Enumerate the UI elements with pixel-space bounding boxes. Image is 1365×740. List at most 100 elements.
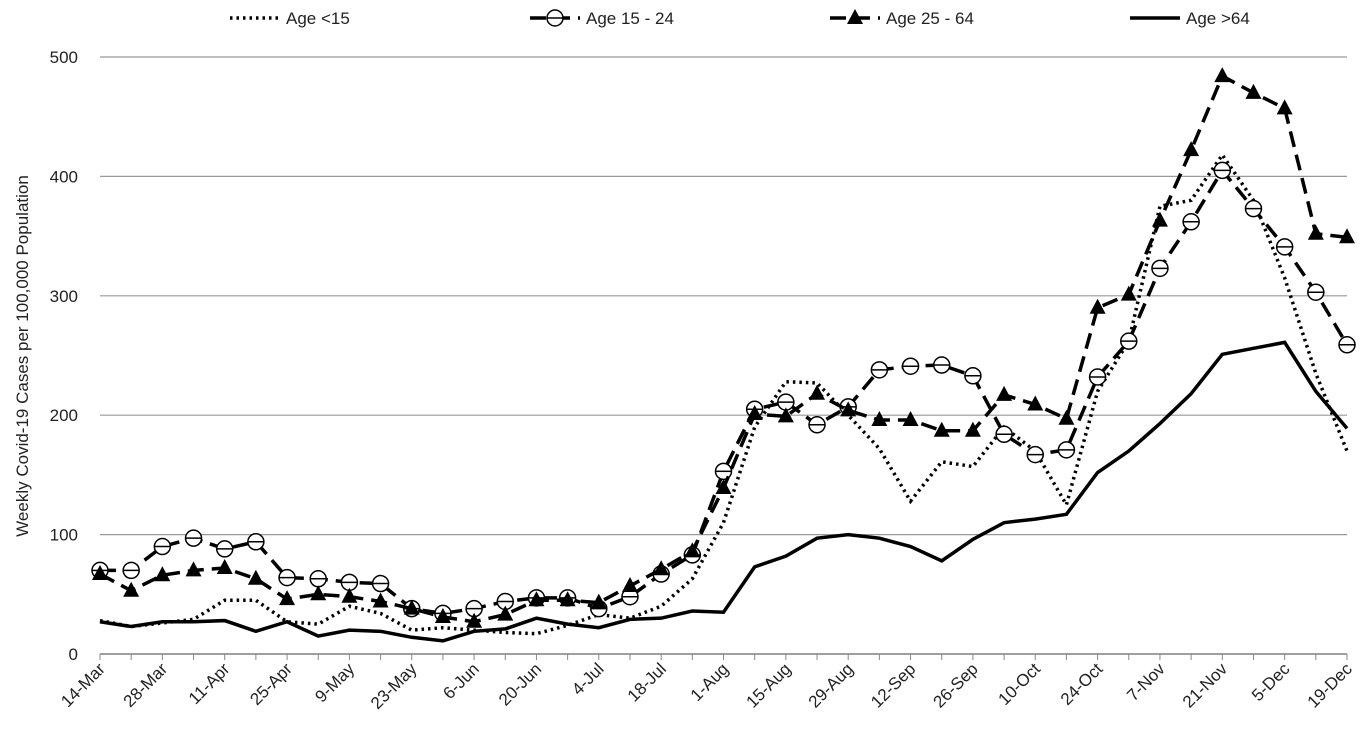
x-tick-label: 4-Jul — [568, 659, 607, 698]
data-point — [1120, 332, 1138, 350]
data-point — [92, 565, 108, 581]
data-point — [1183, 141, 1200, 157]
y-tick-label: 500 — [50, 48, 78, 67]
data-point — [870, 361, 889, 379]
data-point — [1338, 336, 1356, 354]
data-point — [154, 566, 171, 582]
data-point — [310, 585, 327, 601]
data-point — [1275, 238, 1294, 256]
x-tick-label: 29-Aug — [805, 659, 857, 711]
data-point — [1088, 368, 1107, 386]
data-point — [653, 560, 670, 576]
y-tick-label: 200 — [50, 406, 78, 425]
data-point — [559, 591, 576, 607]
data-point — [466, 612, 483, 628]
x-tick-label: 20-Jun — [495, 659, 545, 709]
data-point — [1058, 409, 1075, 425]
data-point — [777, 407, 794, 423]
data-point — [1339, 228, 1355, 244]
data-point — [1307, 283, 1325, 301]
x-tick-label: 6-Jun — [439, 659, 483, 703]
data-point — [1026, 445, 1044, 464]
data-point — [932, 356, 951, 374]
data-point — [1027, 395, 1044, 411]
data-point — [372, 592, 389, 608]
x-tick-label: 7-Nov — [1123, 659, 1169, 705]
x-tick-label: 15-Aug — [742, 659, 794, 711]
x-tick-label: 11-Apr — [185, 659, 234, 708]
data-point — [1276, 99, 1293, 115]
data-point — [278, 568, 296, 587]
x-tick-label: 18-Jul — [624, 659, 670, 705]
y-tick-label: 400 — [50, 167, 78, 186]
data-point — [1307, 224, 1324, 240]
data-point — [621, 576, 638, 592]
x-tick-label: 12-Sep — [867, 659, 919, 711]
data-point — [1244, 199, 1263, 218]
data-point — [309, 570, 327, 588]
data-point — [1182, 213, 1200, 231]
data-point — [964, 367, 982, 385]
data-point — [996, 385, 1013, 401]
data-point — [403, 599, 420, 615]
legend-label: Age 15 - 24 — [586, 9, 674, 28]
data-point — [808, 416, 826, 434]
data-point — [684, 542, 701, 558]
legend-label: Age >64 — [1186, 9, 1250, 28]
data-point — [871, 410, 888, 426]
data-point — [1214, 67, 1231, 83]
data-point — [1151, 211, 1168, 227]
x-tick-label: 28-Mar — [120, 659, 172, 711]
x-tick-label: 21-Nov — [1179, 659, 1232, 712]
x-tick-label: 5-Dec — [1248, 659, 1294, 705]
data-point — [153, 537, 172, 556]
data-point — [933, 421, 950, 437]
data-point — [1245, 83, 1262, 99]
data-point — [279, 590, 296, 606]
y-tick-label: 100 — [50, 526, 78, 545]
data-point — [434, 607, 451, 623]
data-point — [215, 540, 234, 558]
data-point — [341, 587, 358, 603]
data-point — [528, 591, 545, 607]
legend-item: Age <15 — [230, 9, 350, 28]
y-tick-label: 0 — [69, 645, 78, 664]
data-point — [901, 357, 920, 375]
x-tick-label: 19-Dec — [1304, 659, 1357, 712]
data-point — [1089, 298, 1106, 314]
legend-marker — [546, 9, 564, 27]
data-point — [809, 384, 826, 400]
data-point — [746, 405, 763, 421]
x-tick-label: 24-Oct — [1057, 659, 1107, 709]
legend-item: Age 15 - 24 — [530, 9, 674, 28]
data-point — [216, 559, 233, 575]
series-line — [99, 340, 1349, 643]
series-line — [99, 151, 1349, 636]
data-point — [590, 593, 607, 609]
x-tick-label: 10-Oct — [995, 659, 1045, 709]
data-point — [1213, 161, 1232, 180]
data-point — [123, 581, 140, 597]
legend-label: Age <15 — [286, 9, 350, 28]
data-point — [122, 561, 140, 580]
data-point — [497, 605, 514, 621]
data-point — [964, 421, 981, 437]
data-point — [1120, 285, 1137, 301]
data-point — [1057, 441, 1076, 459]
x-tick-label: 14-Mar — [57, 659, 109, 711]
legend-item: Age 25 - 64 — [830, 9, 974, 28]
data-point — [995, 425, 1013, 444]
y-tick-label: 300 — [50, 287, 78, 306]
y-axis-label: Weekly Covid-19 Cases per 100,000 Popula… — [13, 175, 32, 537]
data-point — [185, 561, 202, 577]
data-point — [184, 529, 203, 547]
legend-marker — [847, 9, 863, 24]
legend-label: Age 25 - 64 — [886, 9, 974, 28]
data-point — [902, 410, 919, 426]
data-point — [715, 479, 732, 495]
data-point — [371, 574, 390, 593]
x-tick-label: 25-Apr — [246, 659, 296, 709]
data-point — [1151, 259, 1169, 278]
series-line — [99, 73, 1348, 624]
